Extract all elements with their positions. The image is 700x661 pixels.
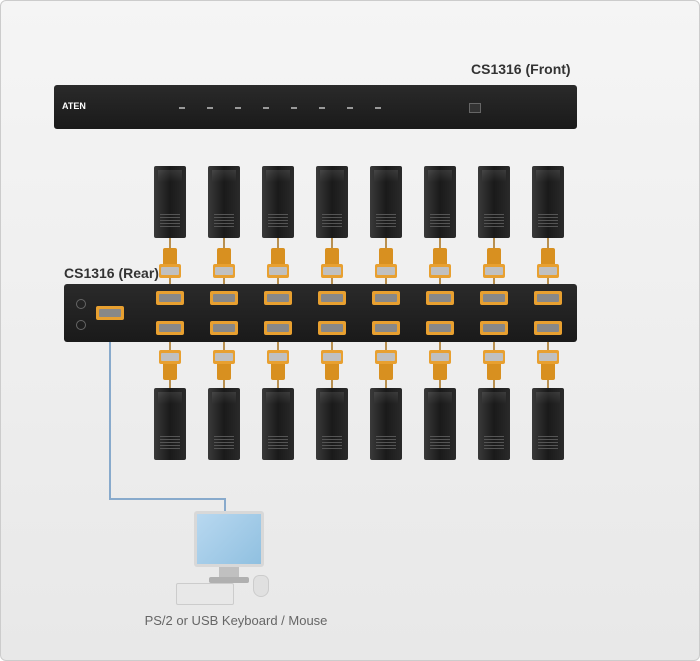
vga-connector [159, 248, 181, 278]
server-tower [532, 166, 564, 238]
console-monitor [194, 511, 264, 583]
cable [331, 380, 333, 388]
kvm-port [318, 291, 346, 305]
kvm-port [426, 291, 454, 305]
front-led [179, 107, 185, 109]
server-tower [370, 166, 402, 238]
console-mouse [253, 575, 269, 597]
vga-connector [321, 350, 343, 380]
cable [547, 342, 549, 350]
rear-control-icon [76, 299, 86, 309]
vga-connector [483, 248, 505, 278]
cable [439, 238, 441, 248]
kvm-port [318, 321, 346, 335]
front-led [291, 107, 297, 109]
cable [223, 342, 225, 350]
cable [385, 342, 387, 350]
vga-connector [429, 350, 451, 380]
cable [331, 238, 333, 248]
vga-connector [537, 248, 559, 278]
front-led [207, 107, 213, 109]
server-tower [154, 166, 186, 238]
cable [277, 342, 279, 350]
front-led [263, 107, 269, 109]
vga-connector [483, 350, 505, 380]
server-tower [262, 388, 294, 460]
cable [439, 342, 441, 350]
vga-connector [375, 350, 397, 380]
server-tower [478, 166, 510, 238]
server-tower [208, 388, 240, 460]
kvm-port [372, 291, 400, 305]
kvm-port [480, 321, 508, 335]
aten-logo: ATEN [62, 101, 86, 111]
front-led [347, 107, 353, 109]
vga-connector [213, 248, 235, 278]
vga-connector [375, 248, 397, 278]
vga-connector [267, 248, 289, 278]
vga-connector [159, 350, 181, 380]
vga-connector [429, 248, 451, 278]
server-tower [316, 166, 348, 238]
kvm-port [534, 321, 562, 335]
console-caption: PS/2 or USB Keyboard / Mouse [136, 613, 336, 628]
server-tower [370, 388, 402, 460]
vga-connector [537, 350, 559, 380]
cable [277, 380, 279, 388]
vga-connector [267, 350, 289, 380]
cable [277, 238, 279, 248]
kvm-port [534, 291, 562, 305]
server-tower [154, 388, 186, 460]
cable [547, 380, 549, 388]
cable [223, 238, 225, 248]
kvm-port [264, 291, 292, 305]
server-tower [478, 388, 510, 460]
cable [493, 238, 495, 248]
kvm-port [210, 321, 238, 335]
kvm-port [156, 321, 184, 335]
kvm-port [264, 321, 292, 335]
front-led [235, 107, 241, 109]
rear-control-icon [76, 320, 86, 330]
server-tower [208, 166, 240, 238]
console-keyboard [176, 583, 234, 605]
front-port-icon [469, 103, 481, 113]
cable [169, 342, 171, 350]
vga-connector [213, 350, 235, 380]
cable [331, 342, 333, 350]
cable [223, 380, 225, 388]
cable [169, 238, 171, 248]
front-label: CS1316 (Front) [471, 61, 571, 77]
cable [547, 238, 549, 248]
cable [439, 380, 441, 388]
front-led [319, 107, 325, 109]
server-tower [316, 388, 348, 460]
cable [169, 380, 171, 388]
diagram-canvas: CS1316 (Front) ATEN CS1316 [0, 0, 700, 661]
console-cable [109, 498, 224, 500]
vga-connector [321, 248, 343, 278]
rear-label: CS1316 (Rear) [64, 265, 159, 281]
server-tower [424, 388, 456, 460]
console-cable [109, 342, 111, 498]
cable [385, 380, 387, 388]
cable [493, 342, 495, 350]
cable [493, 380, 495, 388]
cable [385, 238, 387, 248]
front-led [375, 107, 381, 109]
kvm-port [480, 291, 508, 305]
kvm-port [210, 291, 238, 305]
kvm-front-panel: ATEN [54, 85, 577, 129]
console-port [96, 306, 124, 320]
server-tower [424, 166, 456, 238]
server-tower [262, 166, 294, 238]
kvm-port [372, 321, 400, 335]
kvm-port [156, 291, 184, 305]
server-tower [532, 388, 564, 460]
kvm-port [426, 321, 454, 335]
